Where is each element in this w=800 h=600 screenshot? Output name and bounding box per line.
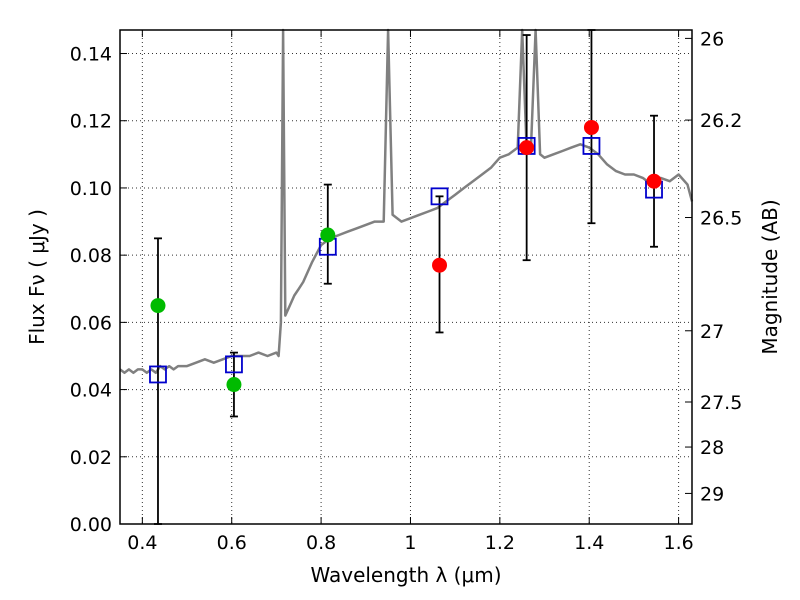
ticks-layer: 0.4 0.6 0.8 1 1.2 1.4 1.6 0.00 0.02 0.04 0.06 0.08 0… [70,28,743,554]
green-data-point [320,227,336,243]
model-point-square [225,355,243,374]
x-tick-label: 0.8 [306,532,336,554]
right-tick-label: 29 [700,483,724,505]
points-layer [149,119,663,393]
y-tick-label: 0.04 [70,380,112,402]
y-tick-label: 0.00 [70,514,112,536]
grid [120,30,692,524]
x-tick-label: 1.2 [485,532,515,554]
x-tick-label: 1 [404,532,416,554]
red-data-point [432,257,448,273]
model-point-square [582,137,601,155]
model-point-square [149,365,167,384]
red-data-point [646,173,662,189]
right-tick-label: 28 [700,437,724,459]
green-data-point [150,298,166,314]
x-axis-label: Wavelength λ (μm) [310,563,501,587]
right-tick-label: 26.2 [700,110,742,132]
model-point-square [430,187,449,206]
y-axis-right-label: Magnitude (AB) [758,199,782,354]
x-tick-label: 0.4 [127,532,157,554]
right-tick-label: 27 [700,321,724,343]
x-tick-label: 0.6 [217,532,247,554]
y-tick-label: 0.08 [70,245,112,267]
x-tick-label: 1.4 [574,532,604,554]
red-data-point [583,119,599,135]
red-data-point [519,140,535,156]
model-spectrum-line [119,28,694,375]
right-tick-label: 26 [700,28,724,50]
y-tick-label: 0.02 [70,447,112,469]
y-axis-label: Flux Fν ( μJy ) [25,209,49,345]
right-tick-label: 27.5 [700,392,742,414]
errorbar-layer [153,29,659,525]
y-tick-label: 0.10 [70,178,112,200]
y-tick-label: 0.14 [70,44,112,66]
right-tick-label: 26.5 [700,208,742,230]
x-tick-label: 1.6 [663,532,693,554]
y-tick-label: 0.06 [70,312,112,334]
y-tick-label: 0.12 [70,111,112,133]
model-spectrum-layer [119,28,694,375]
plot-frame [119,29,693,525]
green-data-point [226,377,242,393]
